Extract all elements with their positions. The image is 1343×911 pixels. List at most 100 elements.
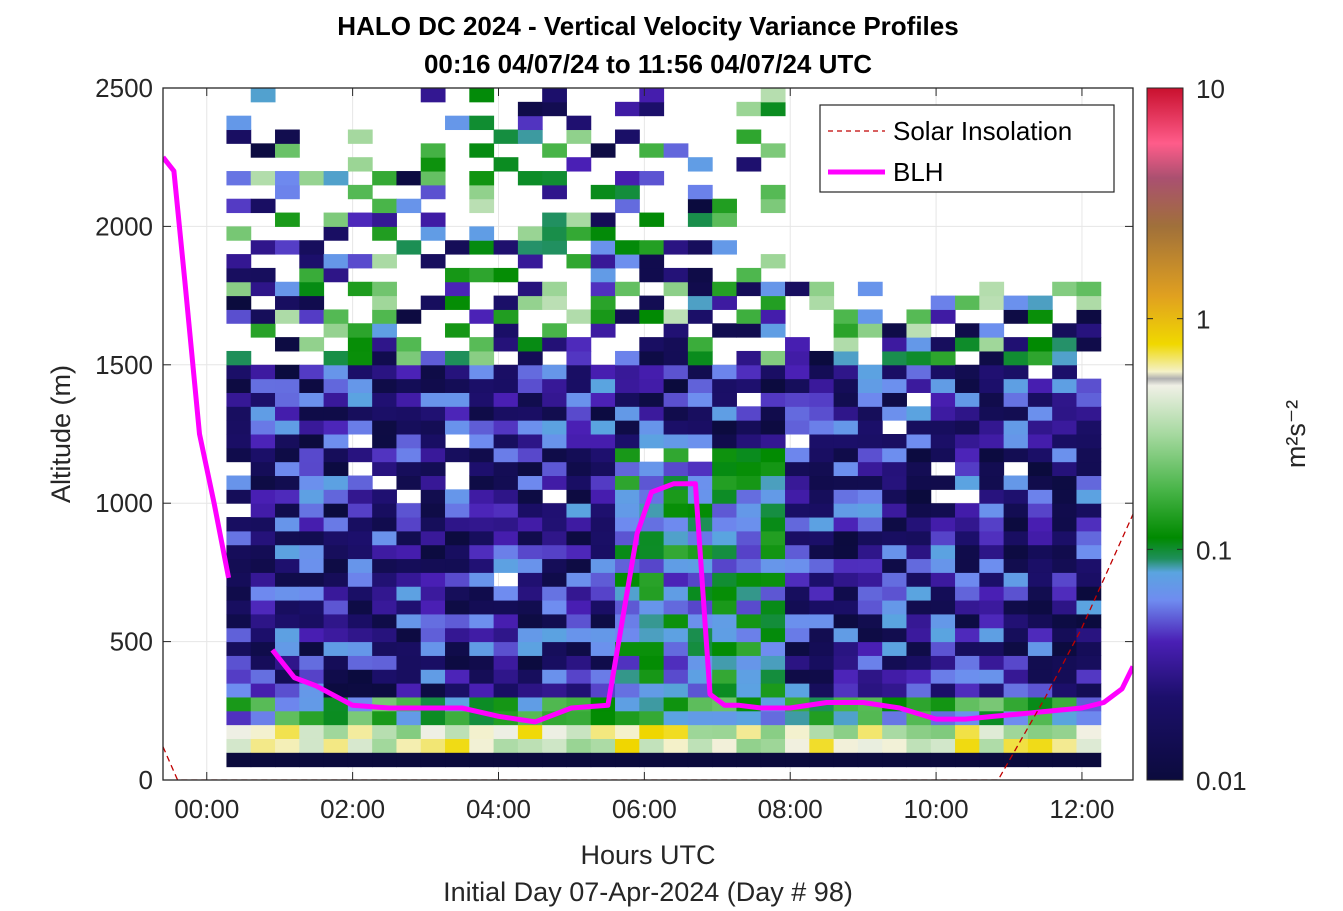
heatmap-cell <box>882 544 907 560</box>
heatmap-cell <box>955 323 980 338</box>
heatmap-cell <box>687 198 713 214</box>
heatmap-cell <box>590 710 616 726</box>
heatmap-cell <box>857 586 883 601</box>
heatmap-cell <box>566 489 592 504</box>
heatmap-cell <box>857 669 883 684</box>
heatmap-cell <box>1076 434 1102 449</box>
heatmap-cell <box>615 434 640 449</box>
heatmap-cell <box>882 530 907 546</box>
heatmap-cell <box>590 184 616 200</box>
heatmap-cell <box>979 517 1005 532</box>
heatmap-cell <box>882 586 907 601</box>
heatmap-cell <box>542 544 567 560</box>
heatmap-cell <box>517 392 543 407</box>
heatmap-cell <box>809 600 835 615</box>
heatmap-cell <box>517 738 543 753</box>
heatmap-cell <box>493 558 519 573</box>
heatmap-cell <box>785 641 810 656</box>
heatmap-cell <box>687 157 713 172</box>
heatmap-cell <box>955 434 980 449</box>
heatmap-cell <box>445 600 470 615</box>
y-tick-label: 1000 <box>95 488 153 518</box>
heatmap-cell <box>760 489 786 504</box>
heatmap-cell <box>566 129 592 144</box>
heatmap-cell <box>542 323 567 338</box>
heatmap-cell <box>517 226 543 241</box>
heatmap-cell <box>615 198 640 214</box>
heatmap-cell <box>712 669 737 684</box>
heatmap-cell <box>833 489 859 504</box>
heatmap-cell <box>566 337 592 352</box>
heatmap-cell <box>639 212 665 227</box>
heatmap-cell <box>469 558 495 573</box>
heatmap-cell <box>955 503 980 518</box>
heatmap-cell <box>857 323 883 338</box>
heatmap-cell <box>639 683 665 698</box>
heatmap-cell <box>906 323 932 338</box>
heatmap-cell <box>347 254 373 269</box>
heatmap-cell <box>590 212 616 227</box>
heatmap-cell <box>833 434 859 449</box>
heatmap-cell <box>1052 323 1077 338</box>
heatmap-cell <box>1027 434 1053 449</box>
heatmap-cell <box>275 641 300 656</box>
heatmap-cell <box>639 738 665 753</box>
heatmap-cell <box>663 240 689 255</box>
heatmap-cell <box>275 461 300 477</box>
heatmap-cell <box>1003 392 1029 407</box>
heatmap-cell <box>445 281 470 297</box>
heatmap-cell <box>930 378 956 393</box>
heatmap-cell <box>250 738 276 753</box>
heatmap-cell <box>445 323 470 338</box>
heatmap-cell <box>396 350 422 366</box>
heatmap-cell <box>1052 627 1077 643</box>
heatmap-cell <box>882 517 907 532</box>
heatmap-cell <box>323 475 349 490</box>
heatmap-cell <box>250 613 276 629</box>
heatmap-cell <box>1052 544 1077 560</box>
heatmap-cell <box>226 392 252 407</box>
heatmap-cell <box>517 503 543 518</box>
heatmap-cell <box>566 475 592 490</box>
heatmap-cell <box>809 710 835 726</box>
heatmap-cell <box>857 434 883 449</box>
heatmap-cell <box>809 475 835 490</box>
heatmap-cell <box>1076 683 1102 698</box>
heatmap-cell <box>663 655 689 670</box>
heatmap-cell <box>566 669 592 684</box>
heatmap-cell <box>445 267 470 283</box>
heatmap-cell <box>663 544 689 560</box>
heatmap-cell <box>1003 447 1029 463</box>
heatmap-cell <box>566 544 592 560</box>
heatmap-cell <box>1052 752 1077 768</box>
heatmap-cell <box>712 503 737 518</box>
heatmap-cell <box>493 309 519 324</box>
heatmap-cell <box>1027 309 1053 324</box>
heatmap-cell <box>420 724 446 739</box>
heatmap-cell <box>687 434 713 449</box>
heatmap-cell <box>615 184 640 200</box>
heatmap-cell <box>882 503 907 518</box>
legend-solar-label: Solar Insolation <box>893 116 1072 146</box>
heatmap-cell <box>299 586 325 601</box>
heatmap-cell <box>736 724 762 739</box>
heatmap-cell <box>420 212 446 227</box>
heatmap-cell <box>250 517 276 532</box>
heatmap-cell <box>785 710 810 726</box>
heatmap-cell <box>833 600 859 615</box>
heatmap-cell <box>590 655 616 670</box>
heatmap-cell <box>1052 738 1077 753</box>
heatmap-cell <box>785 530 810 546</box>
heatmap-cell <box>542 655 567 670</box>
colorbar-label: m²s⁻² <box>1281 400 1311 468</box>
heatmap-cell <box>445 115 470 131</box>
heatmap-cell <box>639 544 665 560</box>
heatmap-cell <box>857 309 883 324</box>
heatmap-cell <box>493 683 519 698</box>
heatmap-cell <box>590 627 616 643</box>
heatmap-cell <box>372 683 397 698</box>
heatmap-cell <box>1052 447 1077 463</box>
heatmap-cell <box>396 544 422 560</box>
heatmap-cell <box>930 447 956 463</box>
heatmap-cell <box>930 434 956 449</box>
